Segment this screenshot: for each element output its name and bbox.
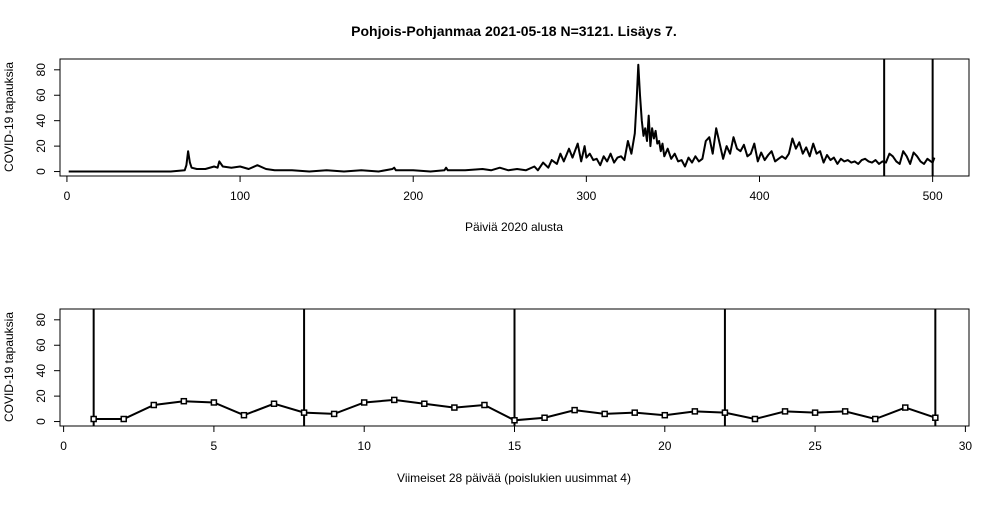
data-point — [120, 415, 127, 423]
data-point — [90, 415, 97, 423]
data-point — [270, 400, 278, 407]
data-point — [391, 396, 398, 404]
data-point — [661, 411, 669, 419]
chart-title: Pohjois-Pohjanmaa 2021-05-18 N=3121. Lis… — [351, 23, 677, 39]
data-point — [841, 408, 849, 415]
x-tick-label: 200 — [403, 189, 423, 203]
y-tick-label: 80 — [34, 313, 48, 327]
data-point — [360, 399, 368, 406]
top-x-axis-label: Päiviä 2020 alusta — [465, 220, 563, 234]
y-tick-label: 0 — [34, 168, 48, 175]
x-tick-label: 400 — [749, 189, 769, 203]
x-tick-label: 300 — [576, 189, 596, 203]
bottom-axis-ticks: 0 5 10 15 20 25 30 0 20 40 60 80 — [34, 313, 972, 453]
x-tick-label: 15 — [508, 439, 522, 453]
y-tick-label: 60 — [34, 88, 48, 102]
top-reference-lines — [883, 59, 934, 176]
bottom-reference-lines — [92, 309, 937, 426]
data-point — [871, 415, 879, 423]
data-point — [210, 399, 218, 406]
data-point — [511, 417, 518, 424]
bottom-series-group — [90, 396, 939, 424]
top-y-axis-label: COVID-19 tapauksia — [2, 62, 16, 172]
data-point — [421, 400, 428, 407]
data-point — [691, 408, 699, 415]
x-tick-label: 0 — [60, 439, 67, 453]
data-point — [481, 401, 488, 409]
data-point — [571, 406, 578, 414]
data-point — [180, 397, 188, 405]
data-point — [781, 408, 789, 415]
y-tick-label: 20 — [34, 139, 48, 153]
data-point — [631, 409, 638, 416]
y-tick-label: 0 — [34, 418, 48, 425]
x-tick-label: 0 — [64, 189, 71, 203]
x-tick-label: 30 — [959, 439, 973, 453]
top-panel: 0 100 200 300 400 500 0 20 40 60 80 Päiviä 2020 al… — [2, 58, 970, 234]
bottom-panel: 0 5 10 15 20 25 30 0 20 40 60 80 Viimeiset 28 päivä… — [2, 308, 972, 485]
data-point — [902, 404, 909, 411]
data-point — [240, 411, 248, 419]
top-series-group — [68, 63, 936, 173]
data-point — [601, 410, 608, 418]
top-axis-ticks: 0 100 200 300 400 500 0 20 40 60 80 — [34, 63, 943, 203]
bottom-x-axis-label: Viimeiset 28 päivää (poislukien uusimmat… — [397, 471, 631, 485]
y-tick-label: 40 — [34, 114, 48, 128]
x-tick-label: 100 — [230, 189, 250, 203]
x-tick-label: 20 — [658, 439, 672, 453]
y-tick-label: 60 — [34, 338, 48, 352]
data-point — [451, 404, 458, 411]
data-point — [811, 409, 819, 416]
x-tick-label: 5 — [211, 439, 218, 453]
x-tick-label: 10 — [358, 439, 372, 453]
y-tick-label: 40 — [34, 364, 48, 378]
data-point — [721, 409, 729, 416]
data-point — [300, 409, 308, 416]
data-point — [541, 414, 548, 421]
x-tick-label: 25 — [808, 439, 822, 453]
y-tick-label: 20 — [34, 389, 48, 403]
data-point — [150, 401, 158, 409]
data-point — [932, 414, 939, 421]
data-point — [330, 410, 338, 418]
bottom-y-axis-label: COVID-19 tapauksia — [2, 312, 16, 422]
series-line — [68, 63, 936, 173]
data-point — [751, 415, 759, 423]
top-plot-frame — [59, 58, 970, 177]
x-tick-label: 500 — [923, 189, 943, 203]
y-tick-label: 80 — [34, 63, 48, 77]
